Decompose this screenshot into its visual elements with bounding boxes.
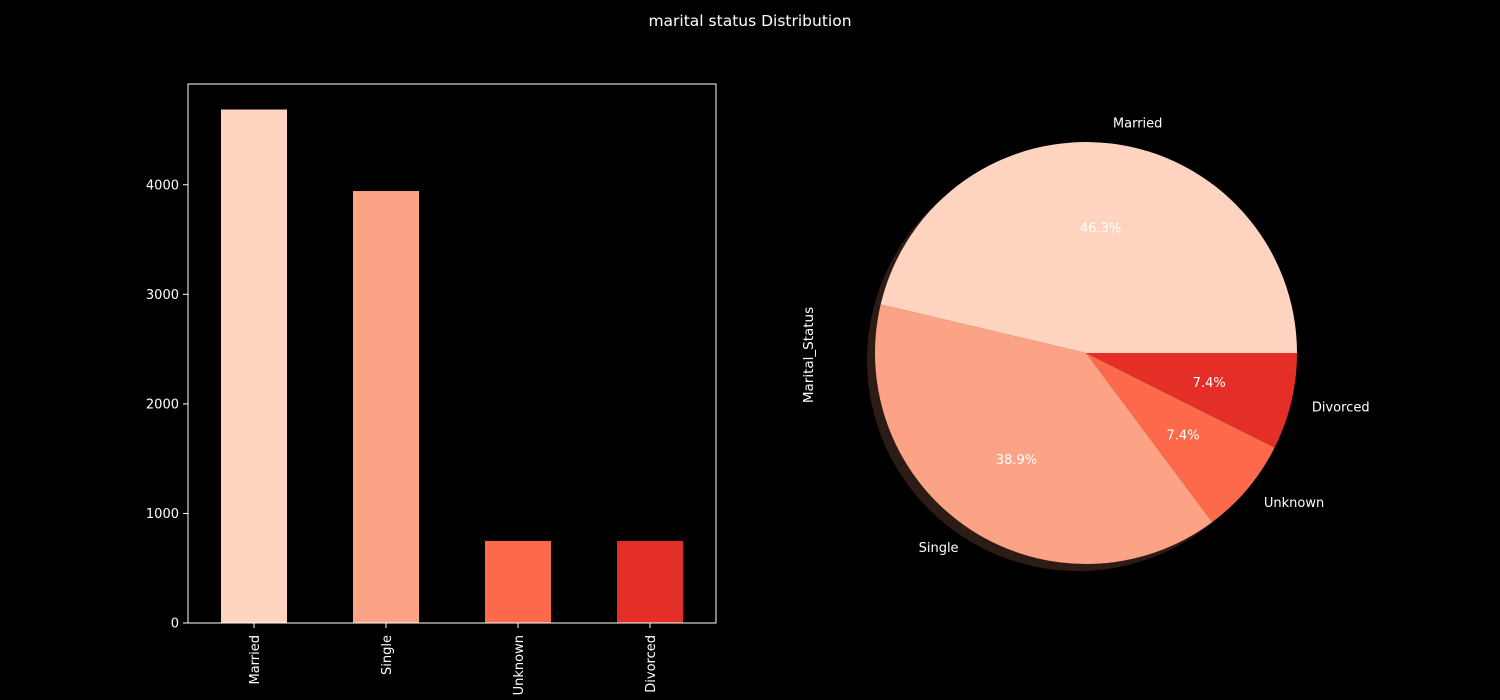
pie-slice-single <box>874 304 1213 565</box>
bar-marks <box>221 109 683 623</box>
bar-unknown <box>485 540 551 623</box>
bar-x-axis: Married Single Unknown Divorced <box>248 623 659 695</box>
x-tick-label: Unknown <box>512 635 527 695</box>
pie-slices <box>874 141 1297 565</box>
y-tick-label: 1000 <box>146 507 179 522</box>
x-tick-label: Divorced <box>644 635 659 693</box>
x-tick-label: Married <box>248 635 263 685</box>
figure-title: marital status Distribution <box>648 12 851 30</box>
y-tick-label: 3000 <box>146 288 179 303</box>
pie-slice-unknown <box>1086 353 1275 523</box>
pie-labels: Married 46.3% Single 38.9% Unknown 7.4% Divorc… <box>919 116 1370 556</box>
pie-chart: Marital_Status Married 46.3% Single 38.9% Un… <box>801 116 1370 571</box>
y-tick-label: 2000 <box>146 397 179 412</box>
pie-slice-divorced <box>1086 353 1297 448</box>
bar-married <box>221 109 287 623</box>
bar-y-axis: 0 1000 2000 3000 4000 <box>146 178 188 632</box>
pie-percentage: 46.3% <box>1080 221 1121 236</box>
bar-divorced <box>617 541 683 623</box>
pie-label: Married <box>1113 116 1163 131</box>
pie-label: Single <box>919 541 959 556</box>
y-tick-label: 4000 <box>146 178 179 193</box>
pie-percentage: 38.9% <box>996 453 1037 468</box>
pie-label: Unknown <box>1264 496 1324 511</box>
pie-y-axis-label: Marital_Status <box>801 307 817 403</box>
pie-percentage: 7.4% <box>1193 376 1226 391</box>
bar-chart: 0 1000 2000 3000 4000 Married Single Unknown Di… <box>146 83 717 695</box>
x-tick-label: Single <box>380 635 395 675</box>
pie-label: Divorced <box>1312 400 1370 415</box>
y-tick-label: 0 <box>171 617 179 632</box>
bar-axes-frame <box>187 83 717 624</box>
bar-single <box>353 191 419 623</box>
pie-slice-married <box>880 141 1297 353</box>
pie-percentage: 7.4% <box>1167 428 1200 443</box>
